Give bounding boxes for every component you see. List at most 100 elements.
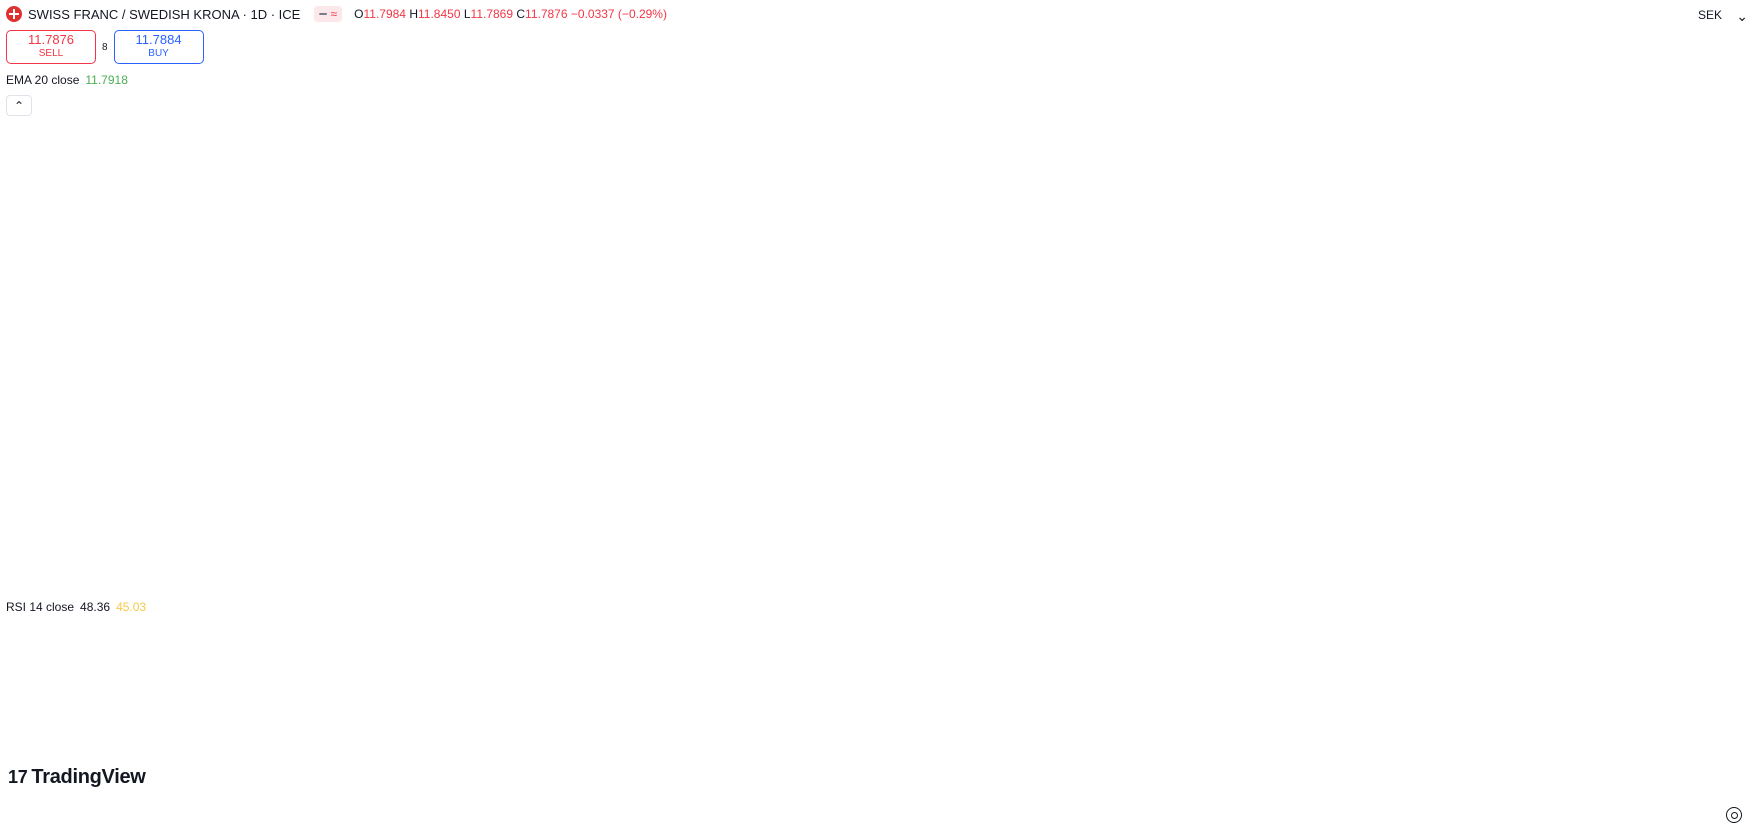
x-tick-label: Sep (1387, 804, 1409, 818)
candle-body (1042, 63, 1050, 79)
candle-body (949, 107, 957, 142)
candle-body (474, 290, 482, 296)
candle-body (1104, 126, 1112, 137)
candle-body (1487, 256, 1495, 296)
candle-body (1425, 237, 1433, 257)
x-tick-label: Mar (34, 804, 55, 818)
candle-body (722, 310, 730, 325)
candle-body (1394, 252, 1402, 272)
candle-body (1022, 121, 1030, 156)
ohlc-c-label: C (516, 7, 526, 21)
symbol-legend: SWISS FRANC / SWEDISH KRONA · 1D · ICE ━… (6, 6, 667, 22)
candle-body (1301, 170, 1309, 180)
candle-body (629, 319, 637, 330)
rsi-label: RSI 14 close (6, 600, 75, 614)
candle-body (361, 141, 369, 199)
candle-body (123, 392, 131, 465)
candle-body (1228, 198, 1236, 209)
candle-body (1084, 116, 1092, 137)
candle-body (1125, 145, 1133, 151)
candle-body (1259, 198, 1267, 209)
x-tick-label: Oct (1605, 804, 1624, 818)
dash-icon: ━ (319, 7, 327, 21)
rsi-ma-value: 45.03 (116, 600, 147, 614)
settings-icon[interactable] (1726, 807, 1742, 823)
candle-body (1094, 126, 1102, 137)
rsi-legend[interactable]: RSI 14 close 48.36 45.03 (6, 600, 146, 614)
candle-body (567, 261, 575, 306)
candle-body (1270, 208, 1278, 214)
candle-body (1373, 261, 1381, 267)
candle-body (206, 382, 214, 388)
rsi-y-tick-label: 40.00 (1706, 714, 1736, 728)
candle-body (867, 242, 875, 277)
ohlc-values: O11.7984 H11.8450 L11.7869 C11.7876 −0.0… (354, 7, 667, 21)
y-tick-label: 11.7000 (1706, 274, 1749, 288)
candle-body (1073, 87, 1081, 117)
tradingview-logo: 17 TradingView (8, 766, 146, 789)
candle-body (619, 329, 627, 335)
candle-body (639, 300, 647, 320)
collapse-legend-button[interactable]: ⌃ (6, 95, 32, 116)
candle-body (30, 170, 38, 185)
candle-body (918, 198, 926, 238)
candle-body (1342, 194, 1350, 196)
candle-body (247, 430, 255, 436)
currency-label[interactable]: SEK (1697, 8, 1722, 22)
candle-body (102, 396, 110, 402)
candle-body (154, 353, 162, 397)
y-tick-label: 11.5000 (1706, 371, 1749, 385)
candle-body (61, 170, 69, 277)
candle-body (526, 271, 534, 277)
buy-price: 11.7884 (135, 32, 182, 47)
ema-label: EMA 20 close (6, 73, 80, 87)
candle-body (464, 290, 472, 296)
chevron-down-icon[interactable]: ⌄ (1736, 8, 1748, 24)
candle-body (257, 430, 265, 441)
sell-button[interactable]: 11.7876 SELL (6, 30, 96, 64)
y-tick-label: 12.0000 (1706, 129, 1750, 143)
candle-body (1518, 213, 1526, 228)
trade-panel: 11.7876 SELL 8 11.7884 BUY (6, 30, 204, 64)
candle-body (1218, 203, 1226, 209)
rsi-y-tick-label: 60.00 (1706, 654, 1736, 668)
candle-body (505, 281, 513, 301)
candle-body (133, 363, 141, 465)
ema-value: 11.7918 (85, 73, 128, 87)
candle-body (423, 247, 431, 267)
candle-body (1166, 97, 1174, 122)
candle-body (175, 392, 183, 407)
last-price-tag (1700, 228, 1752, 249)
ema-legend[interactable]: EMA 20 close 11.7918 (6, 73, 128, 87)
candle-body (350, 198, 358, 267)
candle-body (402, 136, 410, 142)
symbol-title[interactable]: SWISS FRANC / SWEDISH KRONA · 1D · ICE (28, 6, 301, 22)
candle-body (1115, 136, 1123, 146)
candle-body (1456, 285, 1464, 291)
candle-body (1435, 256, 1443, 277)
candle-body (1352, 194, 1360, 224)
candle-body (164, 392, 172, 397)
market-status-pill[interactable]: ━ ≈ (314, 6, 343, 22)
candle-body (991, 141, 999, 166)
candle-body (846, 285, 854, 306)
candle-body (1549, 218, 1556, 224)
candle-body (40, 160, 48, 185)
ohlc-low: 11.7869 (470, 7, 514, 21)
candle-body (598, 314, 606, 325)
candle-body (1239, 198, 1247, 219)
candle-body (701, 334, 709, 344)
candle-body (1135, 145, 1143, 151)
candle-body (1559, 223, 1567, 233)
candle-body (1507, 227, 1515, 243)
candle-body (1445, 276, 1453, 286)
candle-body (226, 387, 234, 407)
buy-button[interactable]: 11.7884 BUY (113, 30, 204, 64)
y-tick-label: 11.3000 (1706, 467, 1749, 481)
candle-body (887, 208, 895, 224)
candle-body (392, 126, 400, 142)
rsi-y-tick-label: 20.00 (1706, 773, 1736, 787)
candle-body (1528, 213, 1536, 233)
candle-body (1569, 232, 1577, 238)
